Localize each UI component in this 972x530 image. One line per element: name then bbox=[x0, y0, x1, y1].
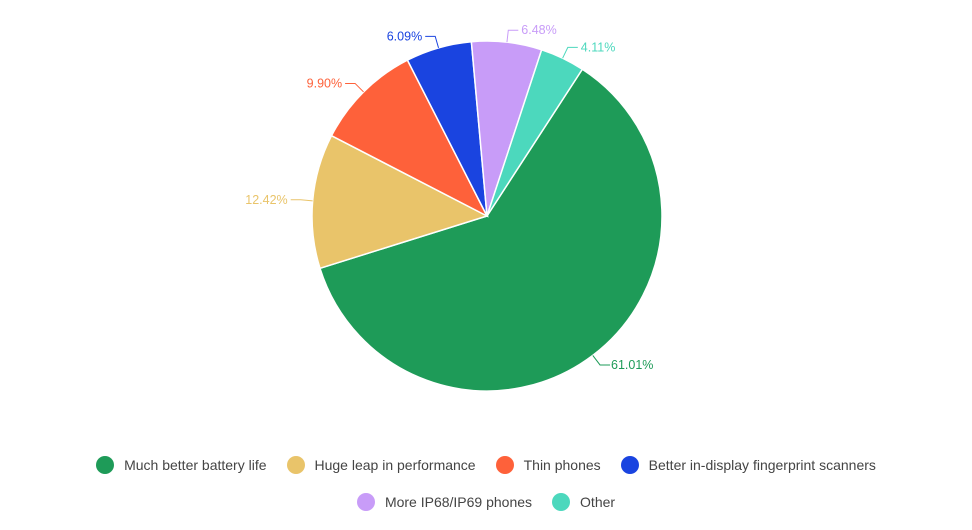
legend-label: Much better battery life bbox=[124, 457, 267, 473]
slice-leader-line-2 bbox=[345, 82, 364, 93]
slice-leader-line-1 bbox=[290, 199, 313, 202]
legend-label: Other bbox=[580, 494, 616, 510]
pie-slice-0[interactable] bbox=[319, 68, 663, 392]
legend-swatch-icon bbox=[552, 493, 571, 511]
legend-swatch-icon bbox=[286, 456, 305, 474]
slice-value-label-5: 4.11% bbox=[581, 40, 616, 54]
pie-chart: 61.01% 12.42% 9.90% 6.09% 6.48% 4.11% bbox=[245, 23, 663, 392]
slice-value-label-2: 9.90% bbox=[307, 76, 342, 90]
legend-label: Better in-display fingerprint scanners bbox=[648, 457, 876, 473]
legend-swatch-icon bbox=[495, 456, 514, 474]
legend-swatch-icon bbox=[620, 456, 639, 474]
legend-item-1[interactable]: Huge leap in performance bbox=[286, 455, 476, 475]
slice-value-label-4: 6.48% bbox=[521, 23, 556, 37]
legend-swatch-icon bbox=[96, 456, 115, 474]
legend-label: More IP68/IP69 phones bbox=[384, 494, 533, 510]
pie-chart-svg: 61.01% 12.42% 9.90% 6.09% 6.48% 4.11% bbox=[245, 23, 663, 392]
pie-slice-1[interactable] bbox=[311, 134, 489, 270]
legend-item-4[interactable]: More IP68/IP69 phones bbox=[356, 492, 533, 512]
chart-legend: Much better battery life Huge leap in per… bbox=[0, 455, 972, 512]
slice-leader-line-0 bbox=[592, 355, 611, 366]
legend-item-5[interactable]: Other bbox=[552, 492, 615, 512]
pie-slice-5[interactable] bbox=[486, 48, 584, 217]
slice-leader-line-4 bbox=[506, 29, 519, 43]
slice-value-label-3: 6.09% bbox=[387, 29, 422, 43]
slice-leader-line-5 bbox=[562, 46, 578, 59]
legend-item-3[interactable]: Better in-display fingerprint scanners bbox=[620, 455, 876, 475]
legend-item-2[interactable]: Thin phones bbox=[495, 455, 601, 475]
slice-value-label-1: 12.42% bbox=[245, 193, 287, 207]
slice-leader-line-3 bbox=[425, 35, 440, 48]
legend-swatch-icon bbox=[356, 493, 375, 511]
legend-label: Thin phones bbox=[523, 457, 601, 473]
legend-label: Huge leap in performance bbox=[314, 457, 476, 473]
slice-value-label-0: 61.01% bbox=[611, 358, 653, 372]
legend-item-0[interactable]: Much better battery life bbox=[96, 455, 267, 475]
